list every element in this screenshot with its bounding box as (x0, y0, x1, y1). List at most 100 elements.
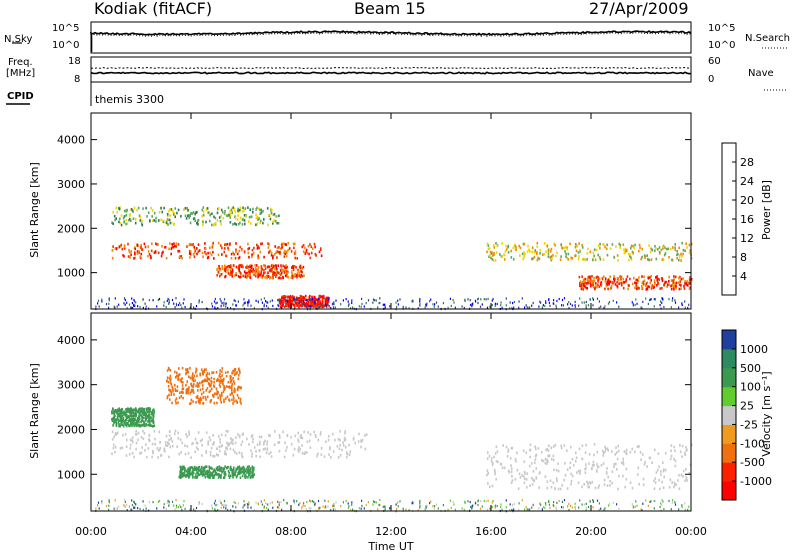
power-cell (267, 223, 269, 227)
velocity-cell (673, 485, 675, 489)
power-cell (283, 298, 286, 301)
velocity-cell (255, 454, 257, 458)
velocity-cell (638, 445, 640, 448)
power-cell (585, 300, 587, 304)
power-cell (153, 211, 156, 215)
velocity-cell (195, 441, 198, 444)
velocity-cell (646, 465, 648, 468)
velocity-cell (218, 468, 221, 471)
velocity-cell (269, 434, 271, 438)
velocity-cell (178, 505, 180, 509)
velocity-cell (148, 412, 150, 416)
velocity-cell (125, 411, 127, 414)
power-cell (186, 245, 188, 248)
velocity-cell (588, 481, 591, 484)
power-cell (324, 304, 326, 307)
power-colorbar-tick-label: 28 (740, 156, 754, 169)
velocity-cell (238, 470, 240, 474)
power-cell (592, 251, 595, 255)
power-cell (599, 242, 601, 246)
velocity-cell (454, 508, 456, 511)
power-cell (288, 247, 291, 250)
power-cell (333, 301, 335, 304)
power-cell (191, 243, 193, 247)
velocity-cell (622, 460, 624, 464)
power-cell (647, 277, 650, 280)
power-cell (314, 300, 316, 303)
velocity-cell (201, 503, 203, 506)
power-cell (146, 215, 148, 218)
power-cell (245, 266, 247, 269)
power-cell (237, 300, 239, 303)
power-cell (189, 256, 191, 259)
power-cell (97, 302, 99, 305)
power-cell (220, 214, 222, 218)
velocity-cell (119, 412, 122, 416)
velocity-cell (217, 509, 219, 512)
velocity-cell (154, 437, 156, 441)
velocity-cell (535, 453, 538, 457)
power-cell (215, 302, 217, 305)
velocity-cell (263, 499, 265, 502)
velocity-cell (235, 506, 237, 509)
power-cell (512, 258, 515, 261)
velocity-cell (146, 415, 149, 418)
power-cell (282, 264, 284, 268)
velocity-cell (152, 425, 154, 428)
power-cell (295, 266, 297, 269)
velocity-cell (533, 461, 536, 464)
power-cell (463, 306, 465, 309)
velocity-cell (662, 461, 664, 464)
power-cell (245, 271, 247, 275)
velocity-cell (600, 507, 602, 510)
power-cell (419, 304, 421, 307)
velocity-cell (463, 508, 465, 511)
velocity-cell (596, 463, 598, 466)
velocity-cell (108, 501, 110, 504)
velocity-cell (546, 480, 549, 483)
power-cell (426, 302, 428, 305)
velocity-cell (211, 504, 213, 507)
velocity-cell (549, 479, 552, 483)
power-cell (139, 215, 142, 219)
power-cell (132, 210, 134, 213)
velocity-cell (136, 419, 138, 423)
power-cell (286, 300, 288, 303)
power-cell (598, 255, 601, 259)
velocity-cell (654, 448, 656, 452)
velocity-cell (191, 466, 193, 469)
power-cell (567, 303, 569, 306)
power-cell (153, 219, 156, 222)
power-cell (324, 299, 327, 302)
power-cell (629, 277, 631, 281)
power-cell (615, 245, 617, 248)
power-cell (243, 209, 245, 212)
velocity-cell (142, 420, 145, 423)
velocity-cell (237, 377, 240, 381)
velocity-cell (311, 500, 313, 503)
velocity-cell (237, 502, 239, 505)
velocity-cell (181, 466, 184, 469)
power-cell (270, 253, 273, 257)
velocity-cell (197, 389, 199, 392)
velocity-cell (526, 486, 528, 489)
power-cell (525, 304, 527, 307)
velocity-cell (510, 464, 512, 467)
power-cell (105, 303, 108, 306)
velocity-cell (305, 451, 308, 454)
power-cell (309, 243, 311, 246)
power-cell (301, 270, 303, 274)
power-cell (194, 219, 196, 223)
power-cell (298, 297, 300, 300)
power-cell (189, 250, 191, 253)
velocity-cell (186, 445, 189, 448)
velocity-cell (206, 376, 209, 380)
power-cell (278, 214, 280, 218)
power-cell (672, 281, 675, 284)
velocity-cell (119, 424, 122, 428)
velocity-cell (232, 468, 235, 472)
velocity-cell (195, 476, 197, 479)
power-cell (585, 304, 587, 307)
power-cell (301, 267, 304, 270)
velocity-cell (111, 410, 113, 413)
